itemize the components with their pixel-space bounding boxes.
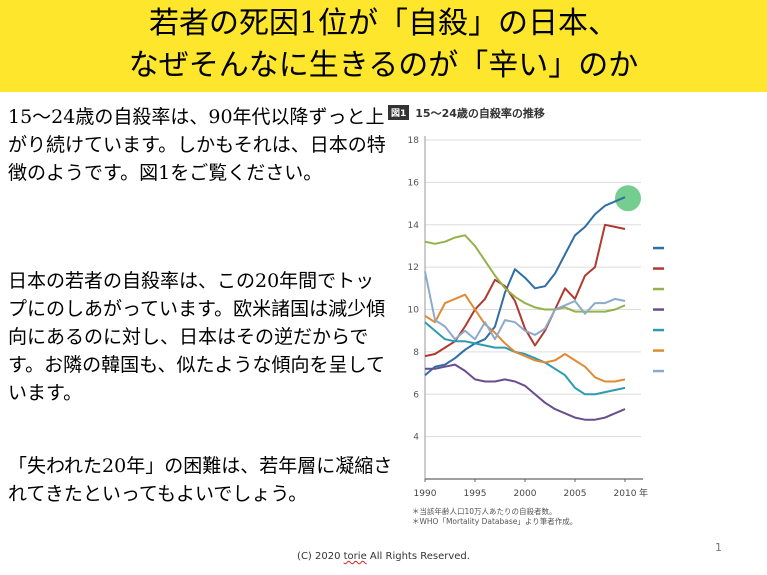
- chart-note-0: ＊当該年齢人口10万人あたりの自殺者数。: [412, 506, 557, 516]
- footer-suffix: All Rights Reserved.: [366, 551, 470, 562]
- paragraph-3: 「失われた20年」の困難は、若年層に凝縮されてきたといってもよいでしょう。: [8, 455, 393, 505]
- series-line-2: [424, 234, 626, 313]
- x-tick-label-1995: 1995: [464, 489, 487, 499]
- footer-brand: torie: [343, 551, 367, 562]
- series-line-1: [424, 223, 626, 358]
- y-tick-label-12: 12: [408, 263, 419, 273]
- series-line-4: [424, 321, 626, 396]
- chart-note-1: ＊WHO「Mortality Database」より筆者作成。: [412, 516, 577, 526]
- y-tick-label-18: 18: [408, 136, 420, 146]
- title-banner: [0, 0, 767, 92]
- x-tick-label-2000: 2000: [514, 489, 537, 499]
- paragraph-2: 日本の若者の自殺率は、この20年間でトップにのしあがっています。欧米諸国は減少傾…: [8, 270, 386, 404]
- copyright-footer: (C) 2020 torie All Rights Reserved.: [0, 551, 767, 562]
- x-tick-label-2005: 2005: [564, 489, 587, 499]
- chart-title: 15〜24歳の自殺率の推移: [415, 107, 545, 120]
- x-tick-label-2010: 2010: [614, 489, 637, 499]
- figure-tag: 図1: [388, 105, 410, 120]
- series-line-0: [424, 196, 626, 376]
- slide-title-line2: なぜそんなに生きるのが「辛い」のか: [128, 48, 639, 83]
- footer-prefix: (C) 2020: [297, 551, 344, 562]
- highlight-circle: [615, 185, 641, 212]
- x-tick-label-1990: 1990: [414, 489, 437, 499]
- y-tick-label-10: 10: [408, 306, 420, 316]
- y-tick-label-4: 4: [413, 433, 419, 443]
- paragraph-1: 15〜24歳の自殺率は、90年代以降ずっと上がり続けています。しかもそれは、日本…: [8, 106, 386, 184]
- slide-title-line1: 若者の死因1位が「自殺」の日本、: [148, 6, 619, 41]
- series-line-3: [425, 363, 626, 421]
- y-tick-label-16: 16: [408, 178, 420, 188]
- x-axis-unit: 年: [639, 487, 648, 499]
- line-chart: 468101214161819901995200020052010年日本韓国アメ…: [408, 136, 664, 526]
- chart-title-block: 図1 15〜24歳の自殺率の推移: [388, 105, 545, 121]
- series-line-5: [424, 293, 626, 383]
- y-tick-label-6: 6: [413, 390, 419, 400]
- page-number: 1: [715, 541, 722, 554]
- y-tick-label-14: 14: [408, 221, 420, 231]
- series-line-6: [424, 271, 626, 341]
- y-tick-label-8: 8: [413, 348, 419, 358]
